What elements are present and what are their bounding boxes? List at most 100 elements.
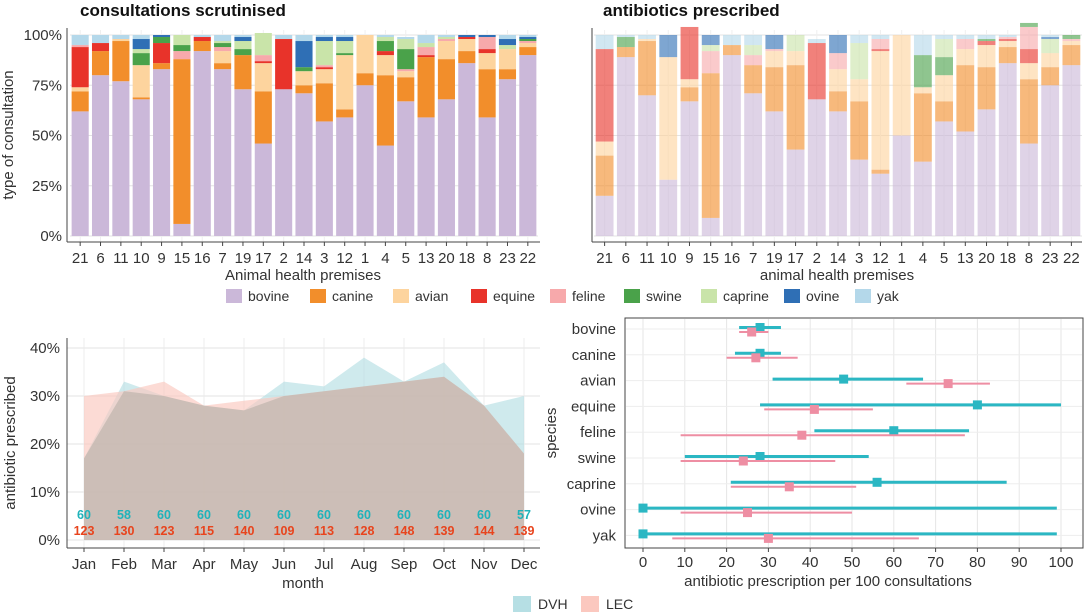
bar-segment-canine-5 <box>935 101 953 122</box>
bar-segment-caprine-10 <box>132 49 150 54</box>
bar-segment-canine-14 <box>829 91 847 112</box>
bar-segment-avian-17 <box>786 51 805 66</box>
legend-label-swine: swine <box>646 288 682 304</box>
point-dvh-bovine <box>755 323 765 332</box>
x-tick-label: 2 <box>279 250 287 267</box>
bar-segment-bovine-9 <box>680 101 699 236</box>
bar-segment-bovine-8 <box>1020 143 1038 236</box>
bar-segment-bovine-7 <box>214 69 232 236</box>
legend-swatch-lec <box>581 596 599 612</box>
legend-label-bovine: bovine <box>248 288 289 304</box>
count-dvh: 60 <box>397 508 411 522</box>
bar-segment-bovine-4 <box>913 161 932 236</box>
bar-segment-swine-4 <box>376 41 394 52</box>
bar-segment-feline-17 <box>254 55 272 62</box>
count-lec: 128 <box>354 524 375 538</box>
bar-segment-avian-23 <box>1041 53 1060 68</box>
bar-segment-canine-19 <box>765 67 784 112</box>
bar-segment-caprine-19 <box>234 41 252 50</box>
bar-segment-bovine-18 <box>998 63 1017 236</box>
panel-prescription-per-100: bovine canine avian equine feline swine caprin… <box>543 317 1084 590</box>
x-tick-label: 23 <box>1042 250 1059 267</box>
bar-segment-equine-21 <box>595 49 614 142</box>
x-tick-label: 2 <box>813 250 821 267</box>
bar-segment-feline-20 <box>437 39 455 42</box>
bar-segment-yak-12 <box>871 35 890 40</box>
bar-segment-feline-8 <box>478 37 496 50</box>
legend-swatch-bovine <box>226 289 242 303</box>
count-dvh: 60 <box>277 508 291 522</box>
x-tick-label: Dec <box>511 556 538 573</box>
count-lec: 115 <box>194 524 214 538</box>
bar-segment-equine-8 <box>478 49 496 54</box>
count-dvh: 60 <box>157 508 171 522</box>
count-lec: 113 <box>314 524 334 538</box>
point-dvh-caprine <box>872 477 882 487</box>
bar-segment-caprine-23 <box>498 45 517 50</box>
y-tick-label: canine <box>572 347 616 364</box>
bar-segment-avian-23 <box>498 49 517 70</box>
bar-segment-avian-12 <box>871 51 890 170</box>
bar-segment-bovine-5 <box>935 121 953 236</box>
x-tick-label: 23 <box>499 250 516 267</box>
bar-segment-canine-7 <box>214 63 232 70</box>
count-dvh: 60 <box>437 508 451 522</box>
bar-segment-canine-22 <box>1062 45 1081 66</box>
point-lec-feline <box>797 430 807 440</box>
x-tick-label: 10 <box>133 250 150 267</box>
x-tick-label: 9 <box>685 250 693 267</box>
point-dvh-feline <box>889 426 899 436</box>
legend-label-avian: avian <box>415 288 448 304</box>
bar-segment-ovine-8 <box>478 35 496 38</box>
bar-segment-canine-4 <box>376 75 394 146</box>
bar-segment-equine-2 <box>275 39 293 90</box>
x-tick-label: 50 <box>844 554 861 571</box>
count-lec: 139 <box>434 524 455 538</box>
bar-segment-caprine-13 <box>417 43 435 48</box>
bar-segment-bovine-19 <box>765 111 784 236</box>
bar-segment-caprine-4 <box>376 37 394 42</box>
point-lec-avian <box>943 379 953 389</box>
x-tick-label: 0 <box>639 554 647 571</box>
bar-segment-avian-22 <box>519 43 537 48</box>
point-dvh-equine <box>972 400 982 410</box>
bar-segment-canine-14 <box>295 85 313 94</box>
legend-swatch-equine <box>471 289 487 303</box>
bar-segment-canine-8 <box>1020 79 1038 144</box>
count-lec: 139 <box>514 524 535 538</box>
bar-segment-feline-14 <box>829 53 847 70</box>
bar-segment-canine-19 <box>234 55 252 90</box>
y-tick-label: swine <box>578 450 616 467</box>
count-dvh: 57 <box>517 508 531 522</box>
bar-segment-canine-9 <box>680 87 699 102</box>
bar-segment-bovine-3 <box>850 159 869 236</box>
bar-segment-yak-5 <box>935 35 953 40</box>
bar-segment-bovine-11 <box>638 95 656 236</box>
bar-segment-caprine-7 <box>214 41 232 44</box>
legend-swatch-ovine <box>784 289 800 303</box>
legend-label-feline: feline <box>572 288 606 304</box>
x-tick-label: 5 <box>402 250 410 267</box>
bar-segment-feline-7 <box>214 47 232 52</box>
bar-segment-canine-16 <box>193 41 211 52</box>
bar-segment-bovine-12 <box>336 117 354 236</box>
bar-segment-feline-12 <box>871 39 890 50</box>
bar-segment-avian-17 <box>254 63 272 92</box>
bar-segment-yak-6 <box>91 35 110 44</box>
x-tick-label: 14 <box>830 250 847 267</box>
bar-segment-feline-13 <box>417 47 435 56</box>
bar-segment-bovine-2 <box>807 99 826 236</box>
bar-segment-bovine-14 <box>295 93 313 236</box>
bar-segment-feline-7 <box>744 55 763 66</box>
bar-segment-ovine-23 <box>1041 37 1060 40</box>
bar-segment-swine-19 <box>234 49 252 56</box>
x-tick-label: 21 <box>72 250 89 267</box>
area-overlap <box>84 376 524 540</box>
bar-segment-avian-21 <box>595 141 614 156</box>
panel-c-y-label: antibiotic prescribed <box>2 376 19 509</box>
bar-segment-canine-12 <box>871 169 890 174</box>
x-tick-label: Oct <box>432 556 456 573</box>
bar-segment-yak-23 <box>1041 35 1060 38</box>
x-tick-label: 17 <box>787 250 804 267</box>
bar-segment-ovine-22 <box>519 37 537 40</box>
